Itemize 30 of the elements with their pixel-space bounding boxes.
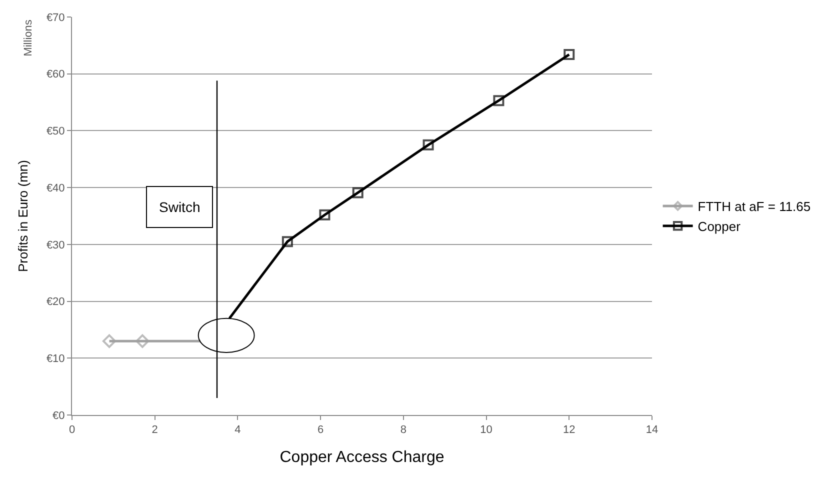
y-tick-label: €70 — [46, 12, 65, 24]
text: Millions — [22, 19, 34, 56]
x-axis-title: Copper Access Charge — [280, 448, 444, 466]
point — [493, 95, 504, 106]
point — [422, 139, 434, 150]
y-tick-label: €0 — [52, 410, 65, 422]
ref-line-label: Switch — [159, 199, 200, 215]
x-tick-label: 6 — [318, 424, 324, 436]
point — [564, 49, 575, 60]
y-tick-label: €10 — [46, 352, 65, 365]
point — [136, 334, 150, 348]
y-tick-label: €20 — [46, 296, 65, 308]
x-tick-label: 10 — [480, 424, 492, 436]
y-tick-label: €30 — [46, 239, 65, 252]
x-tick-label: 0 — [68, 424, 76, 436]
point — [319, 209, 330, 220]
y-axis-title: Profits in Euro (mn) — [15, 160, 30, 272]
y-tick-label: €40 — [46, 182, 65, 194]
x-tick-label: 2 — [152, 424, 158, 436]
x-tick-label: 4 — [234, 424, 241, 436]
point — [102, 334, 116, 348]
x-tick-label: 12 — [563, 424, 576, 436]
point — [282, 236, 293, 248]
y-tick-label: €50 — [46, 126, 65, 138]
x-tick-label: 8 — [400, 424, 406, 436]
point — [352, 187, 364, 198]
legend-label: FTTH at aF = 11.65 — [698, 199, 811, 214]
legend-label: Copper — [698, 218, 742, 234]
x-tick-label: 14 — [646, 424, 658, 436]
y-tick-label: €60 — [46, 68, 65, 81]
